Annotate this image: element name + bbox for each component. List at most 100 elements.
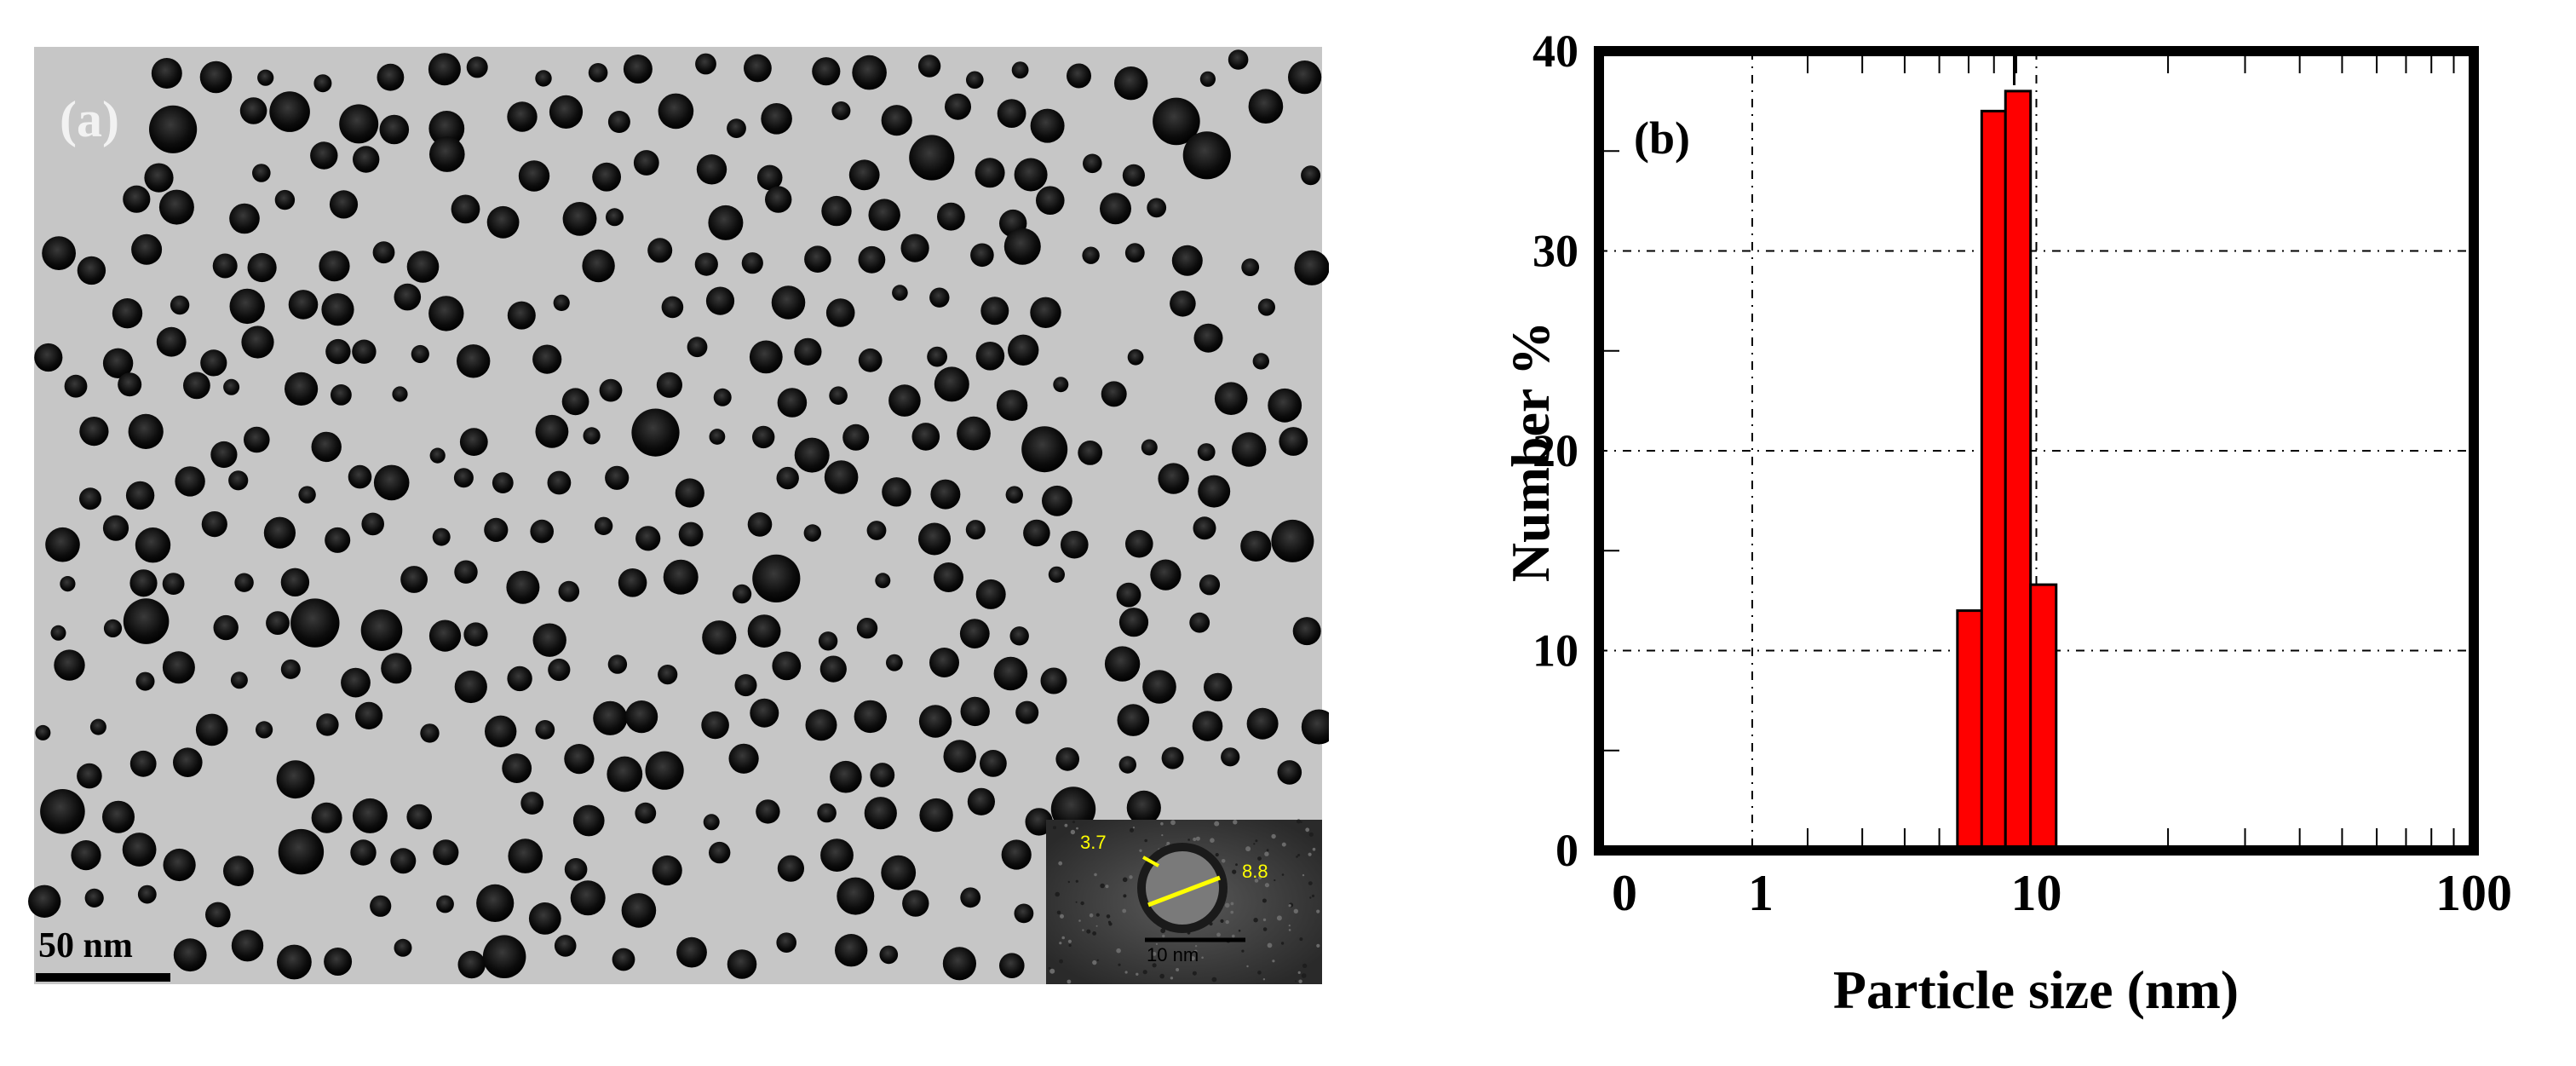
inset-hrtem: 3.7 8.8 10 nm bbox=[1046, 819, 1322, 984]
nanoparticle bbox=[618, 568, 647, 597]
inset-texture bbox=[1055, 891, 1060, 897]
x-tick-label: 10 bbox=[2011, 865, 2062, 921]
nanoparticle bbox=[1036, 186, 1065, 215]
inset-texture bbox=[1301, 973, 1307, 978]
nanoparticle bbox=[756, 799, 780, 824]
inset-texture bbox=[1297, 971, 1301, 974]
inset-texture bbox=[1106, 914, 1111, 919]
nanoparticle bbox=[875, 573, 891, 589]
nanoparticle bbox=[42, 236, 76, 270]
nanoparticle bbox=[1221, 747, 1240, 767]
inset-texture bbox=[1311, 894, 1315, 897]
nanoparticle bbox=[1118, 756, 1137, 774]
nanoparticle bbox=[817, 803, 837, 823]
inset-texture bbox=[1224, 902, 1230, 908]
nanoparticle bbox=[223, 378, 240, 395]
nanoparticle bbox=[864, 797, 897, 830]
nanoparticle bbox=[102, 348, 134, 378]
nanoparticle bbox=[71, 840, 101, 871]
nanoparticle bbox=[727, 118, 746, 139]
nanoparticle bbox=[728, 743, 759, 774]
nanoparticle bbox=[607, 756, 643, 792]
nanoparticle bbox=[352, 798, 388, 833]
inset-texture bbox=[1295, 980, 1297, 982]
inset-measure-line bbox=[1147, 875, 1221, 908]
inset-texture bbox=[1316, 943, 1320, 948]
nanoparticle bbox=[547, 470, 572, 495]
nanoparticle bbox=[1124, 243, 1145, 263]
inset-texture bbox=[1225, 919, 1229, 925]
nanoparticle bbox=[635, 526, 661, 551]
nanoparticle bbox=[765, 186, 792, 213]
inset-texture bbox=[1107, 920, 1112, 924]
nanoparticle bbox=[1252, 353, 1270, 370]
inset-texture bbox=[1075, 879, 1078, 883]
nanoparticle bbox=[411, 344, 429, 364]
inset-texture bbox=[1309, 896, 1312, 899]
inset-texture bbox=[1266, 849, 1269, 852]
inset-texture bbox=[1258, 875, 1262, 880]
x-axis-label: Particle size (nm) bbox=[1833, 959, 2239, 1020]
nanoparticle bbox=[858, 348, 883, 372]
x-tick-label: 1 bbox=[1748, 865, 1774, 921]
inset-texture bbox=[1132, 827, 1136, 829]
bars bbox=[1956, 89, 2058, 852]
inset-texture bbox=[1308, 881, 1313, 885]
inset-texture bbox=[1194, 949, 1198, 954]
inset-texture bbox=[1122, 877, 1128, 883]
nanoparticle bbox=[687, 337, 708, 358]
nanoparticle bbox=[558, 580, 580, 602]
nanoparticle bbox=[1189, 612, 1210, 633]
inset-texture bbox=[1193, 837, 1197, 842]
nanoparticle bbox=[451, 194, 480, 224]
nanoparticle bbox=[508, 838, 543, 873]
nanoparticle bbox=[713, 388, 732, 406]
inset-texture bbox=[1298, 979, 1302, 983]
inset-texture bbox=[1075, 901, 1078, 903]
inset-measure-tick bbox=[1142, 856, 1159, 867]
inset-texture bbox=[1118, 963, 1121, 966]
nanoparticle bbox=[433, 839, 459, 866]
nanoparticle bbox=[621, 893, 657, 928]
nanoparticle bbox=[355, 701, 383, 730]
nanoparticle bbox=[1288, 61, 1322, 95]
inset-texture bbox=[1059, 959, 1063, 964]
inset-texture bbox=[1159, 973, 1164, 979]
inset-texture bbox=[1230, 910, 1233, 914]
nanoparticle bbox=[678, 521, 704, 547]
tem-panel-label: (a) bbox=[60, 91, 119, 147]
inset-scale-label: 10 nm bbox=[1147, 944, 1199, 965]
nanoparticle bbox=[1153, 97, 1200, 146]
nanoparticle bbox=[975, 342, 1005, 371]
nanoparticle bbox=[1294, 250, 1329, 285]
inset-texture bbox=[1129, 875, 1133, 879]
nanoparticle bbox=[1048, 566, 1065, 583]
nanoparticle bbox=[1158, 463, 1189, 494]
nanoparticle bbox=[1040, 667, 1067, 694]
inset-texture bbox=[1302, 963, 1308, 969]
nanoparticle bbox=[173, 938, 207, 972]
inset-texture bbox=[1194, 945, 1198, 948]
nanoparticle bbox=[377, 63, 405, 91]
nanoparticle bbox=[381, 653, 412, 684]
inset-texture bbox=[1161, 834, 1164, 837]
nanoparticle bbox=[50, 625, 66, 641]
nanoparticle bbox=[918, 705, 952, 738]
inset-texture bbox=[1255, 839, 1258, 843]
nanoparticle bbox=[957, 416, 991, 451]
nanoparticle bbox=[1127, 349, 1144, 366]
inset-texture bbox=[1262, 978, 1266, 981]
nanoparticle bbox=[599, 378, 623, 402]
nanoparticle bbox=[805, 709, 837, 741]
nanoparticle bbox=[476, 884, 515, 922]
nanoparticle bbox=[274, 189, 296, 210]
inset-texture bbox=[1176, 968, 1180, 971]
nanoparticle bbox=[298, 486, 316, 504]
nanoparticle bbox=[428, 296, 464, 331]
nanoparticle bbox=[428, 619, 462, 652]
nanoparticle bbox=[645, 751, 684, 790]
inset-texture bbox=[1288, 925, 1291, 927]
nanoparticle bbox=[373, 464, 410, 501]
inset-texture bbox=[1272, 959, 1275, 963]
nanoparticle bbox=[582, 249, 615, 283]
